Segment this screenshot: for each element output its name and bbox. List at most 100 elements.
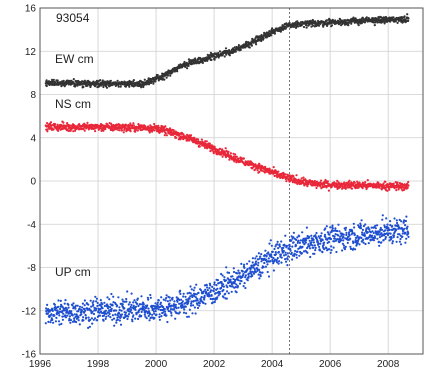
data-point xyxy=(250,44,253,47)
data-point xyxy=(89,309,92,312)
data-point xyxy=(297,239,300,242)
data-point xyxy=(295,238,298,241)
data-point xyxy=(110,292,113,296)
data-point xyxy=(301,231,304,234)
data-point xyxy=(81,302,84,305)
data-point xyxy=(249,270,252,273)
data-point xyxy=(384,180,387,183)
data-point xyxy=(234,153,237,156)
data-points xyxy=(44,13,410,329)
data-point xyxy=(376,21,379,24)
data-point xyxy=(132,124,135,127)
data-point xyxy=(284,251,287,254)
data-point xyxy=(270,256,273,259)
data-point xyxy=(165,76,168,79)
data-point xyxy=(306,185,309,188)
data-point xyxy=(405,227,408,230)
data-point xyxy=(174,303,177,306)
data-point xyxy=(323,233,327,236)
data-point xyxy=(395,219,398,222)
data-point xyxy=(54,320,58,323)
y-tick-label: 8 xyxy=(30,90,36,101)
data-point xyxy=(392,182,395,185)
data-point xyxy=(216,287,219,290)
data-point xyxy=(202,301,205,305)
data-point xyxy=(285,260,288,263)
data-point xyxy=(286,264,289,267)
data-point xyxy=(387,232,391,235)
data-point xyxy=(74,307,77,310)
data-point xyxy=(210,58,213,62)
data-point xyxy=(386,223,389,226)
data-point xyxy=(359,222,362,225)
data-point xyxy=(229,152,232,155)
data-point xyxy=(163,78,166,81)
data-point xyxy=(390,237,393,240)
data-point xyxy=(224,147,227,150)
data-point xyxy=(237,44,240,47)
data-point xyxy=(176,300,179,303)
data-point xyxy=(190,288,193,291)
data-point xyxy=(49,321,52,324)
data-point xyxy=(155,307,158,310)
data-point xyxy=(147,314,150,318)
data-point xyxy=(180,301,183,304)
data-point xyxy=(320,179,323,182)
data-point xyxy=(99,303,102,306)
data-point xyxy=(197,291,200,294)
data-point xyxy=(170,311,173,315)
data-point xyxy=(254,163,257,166)
data-point xyxy=(121,129,124,132)
data-point xyxy=(255,255,258,258)
data-point xyxy=(228,271,231,274)
data-point xyxy=(198,145,201,148)
x-tick-label: 2006 xyxy=(319,359,342,370)
data-point xyxy=(135,313,138,316)
data-point xyxy=(342,239,345,242)
data-point xyxy=(342,233,345,236)
data-point xyxy=(338,230,341,233)
data-point xyxy=(108,298,111,301)
data-point xyxy=(378,230,381,233)
data-point xyxy=(137,123,140,126)
data-point xyxy=(159,305,162,308)
data-point xyxy=(239,48,242,52)
data-point xyxy=(337,223,340,226)
data-point xyxy=(360,219,363,222)
data-point xyxy=(158,315,161,319)
data-point xyxy=(258,257,261,260)
data-point xyxy=(78,123,81,126)
data-point xyxy=(119,323,123,326)
data-point xyxy=(268,30,271,33)
data-point xyxy=(395,240,398,243)
data-point xyxy=(83,304,86,307)
data-point xyxy=(179,292,182,295)
data-point xyxy=(280,261,283,264)
data-point xyxy=(267,257,270,260)
data-point xyxy=(328,248,331,251)
data-point xyxy=(230,290,233,293)
data-point xyxy=(336,179,339,182)
data-point xyxy=(74,85,77,88)
data-point xyxy=(103,301,106,304)
data-point xyxy=(130,292,133,295)
data-point xyxy=(190,300,193,303)
data-point xyxy=(101,303,104,306)
data-point xyxy=(142,303,145,306)
data-point xyxy=(280,256,283,259)
data-point xyxy=(353,226,356,229)
data-point xyxy=(290,251,293,254)
x-tick-label: 1998 xyxy=(87,359,110,370)
data-point xyxy=(223,151,226,154)
data-point xyxy=(306,234,309,238)
data-point xyxy=(59,299,62,302)
data-point xyxy=(118,319,121,322)
data-point xyxy=(267,275,271,278)
data-point xyxy=(284,258,287,261)
data-point xyxy=(381,214,384,217)
data-point xyxy=(53,303,57,306)
data-point xyxy=(258,170,261,173)
data-point xyxy=(210,289,213,292)
data-point xyxy=(257,261,260,264)
data-point xyxy=(131,320,134,323)
